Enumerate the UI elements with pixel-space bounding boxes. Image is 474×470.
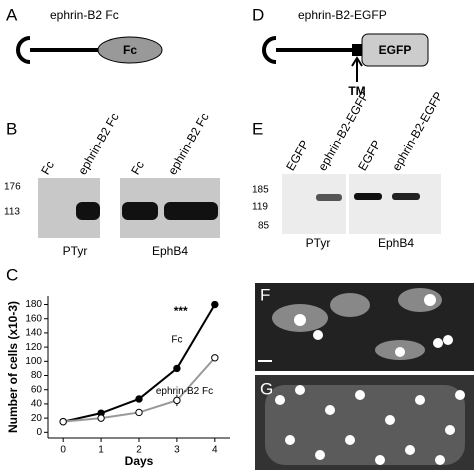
- marker-label: 113: [4, 207, 20, 218]
- receptor-diagram: [262, 36, 352, 64]
- receptor-diagram: [16, 36, 100, 64]
- lane-label: Fc: [38, 159, 57, 178]
- egfp-domain: [361, 33, 429, 67]
- data-point: [211, 300, 219, 309]
- construct-name: ephrin-B2-EGFP: [298, 8, 387, 22]
- y-tick-label: 80: [31, 370, 43, 381]
- tm-domain: [352, 44, 362, 56]
- construct-name: ephrin-B2 Fc: [50, 8, 119, 22]
- panel-label: C: [6, 265, 18, 284]
- blot-label: EphB4: [152, 244, 188, 258]
- band: [164, 202, 218, 220]
- y-tick-label: 0: [36, 427, 42, 438]
- y-tick-label: 20: [31, 413, 43, 424]
- band: [392, 193, 420, 200]
- y-tick-label: 140: [25, 328, 42, 339]
- marker-label: 185: [252, 185, 269, 196]
- cells: [265, 385, 465, 465]
- y-tick-label: 160: [25, 313, 42, 324]
- data-point: [59, 417, 67, 426]
- x-tick-label: 0: [60, 445, 66, 456]
- blot-label: PTyr: [306, 236, 331, 250]
- legend-label: ephrin-B2 Fc: [156, 386, 213, 397]
- panel-label: G: [260, 379, 273, 398]
- series-line: [62, 304, 216, 423]
- blot-label: EphB4: [378, 236, 414, 250]
- fc-domain: [97, 36, 163, 64]
- blot-label: PTyr: [63, 244, 88, 258]
- x-tick-label: 4: [212, 445, 218, 456]
- data-point: [97, 414, 105, 422]
- marker-label: 176: [4, 182, 21, 193]
- panel-label: E: [252, 119, 263, 138]
- lane-label: Fc: [128, 159, 147, 178]
- nuclei: [275, 385, 465, 465]
- x-tick-label: 1: [98, 445, 104, 456]
- y-tick-label: 60: [31, 384, 43, 395]
- y-tick-label: 120: [25, 342, 42, 353]
- y-tick-label: 100: [25, 356, 42, 367]
- tm-arrow: [351, 56, 363, 82]
- y-tick-label: 180: [25, 299, 42, 310]
- band: [76, 202, 100, 220]
- band: [122, 202, 158, 220]
- data-point: [211, 354, 219, 362]
- nuclei: [294, 294, 453, 357]
- blot: [282, 174, 346, 234]
- x-tick-label: 2: [136, 445, 142, 456]
- x-tick-label: 3: [174, 445, 180, 456]
- domain-label: EGFP: [379, 43, 412, 57]
- band: [316, 194, 342, 201]
- marker-label: 119: [252, 202, 268, 213]
- panel-label: D: [252, 5, 264, 24]
- x-axis-label: Days: [125, 454, 154, 468]
- blot: [349, 174, 441, 234]
- band: [354, 193, 382, 200]
- domain-label: Fc: [123, 43, 137, 57]
- tm-label: TM: [348, 84, 365, 98]
- y-tick-label: 40: [31, 399, 43, 410]
- panel-label: B: [6, 119, 17, 138]
- data-point: [135, 408, 143, 417]
- panel-label: F: [260, 285, 270, 304]
- lane-label: EGFP: [355, 138, 383, 173]
- lane-label: ephrin-B2-EGFP: [389, 89, 445, 173]
- lane-label: ephrin-B2 Fc: [165, 111, 211, 177]
- data-point: [173, 364, 181, 373]
- data-point: [173, 396, 181, 405]
- panel-label: A: [6, 5, 18, 24]
- annotation: ***: [174, 304, 188, 318]
- data-point: [135, 395, 143, 403]
- lane-label: ephrin-B2 Fc: [75, 111, 121, 177]
- marker-label: 85: [258, 221, 270, 232]
- y-axis-label: Number of cells (x10-3): [6, 301, 20, 433]
- lane-label: EGFP: [283, 138, 311, 173]
- legend-label: Fc: [171, 335, 182, 346]
